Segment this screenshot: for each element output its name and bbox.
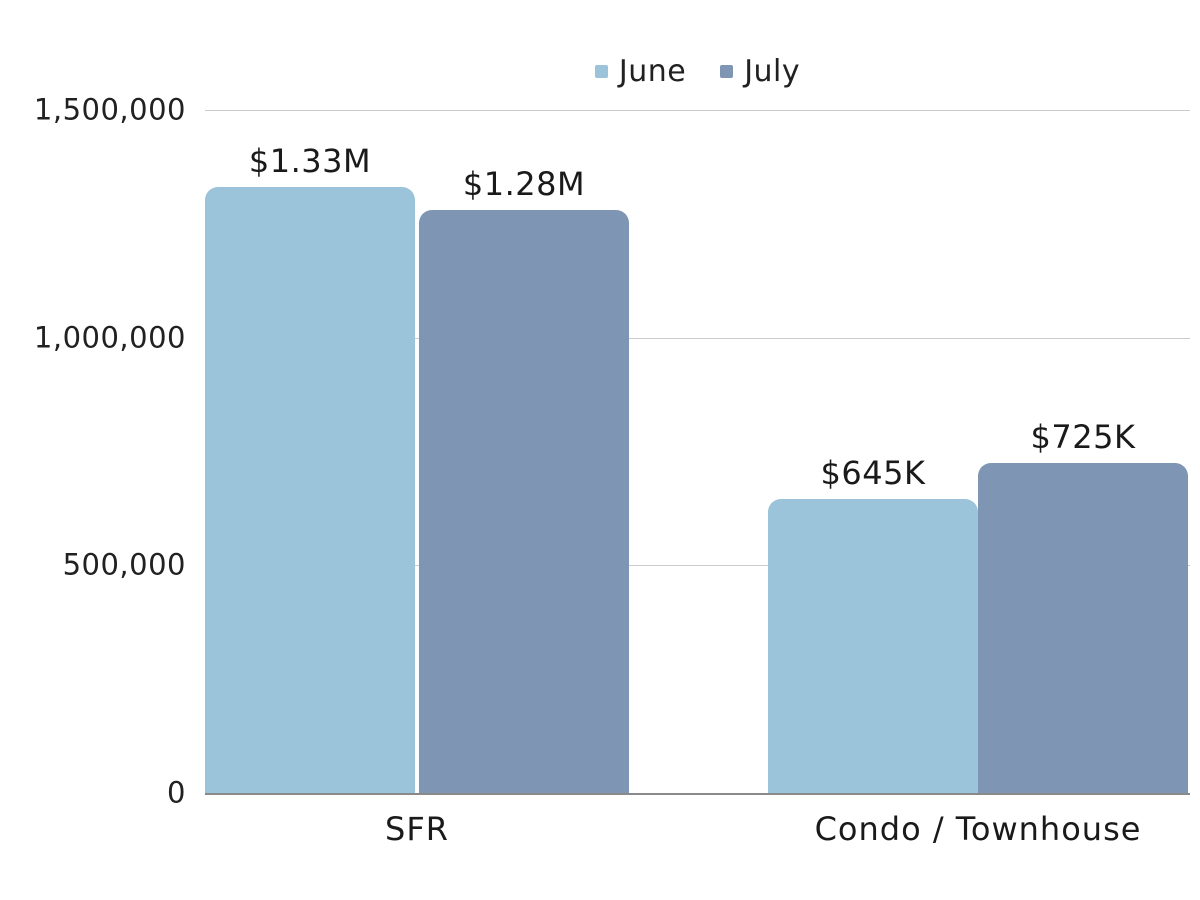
legend-swatch-july bbox=[720, 64, 734, 78]
legend-label-june: June bbox=[618, 53, 687, 89]
legend-item-july: July bbox=[720, 54, 800, 89]
data-label-june-condo-townhouse: $645K bbox=[820, 454, 926, 492]
x-tick-label-sfr: SFR bbox=[385, 810, 449, 848]
y-tick-label-1500000: 1,500,000 bbox=[33, 92, 186, 127]
bar-july-condo-townhouse bbox=[978, 463, 1188, 793]
bar-june-sfr bbox=[205, 187, 415, 793]
legend-swatch-june bbox=[594, 64, 608, 78]
x-tick-label-condo-townhouse: Condo / Townhouse bbox=[814, 810, 1142, 848]
legend-label-july: July bbox=[744, 53, 801, 89]
data-label-june-sfr: $1.33M bbox=[248, 142, 372, 180]
data-label-july-condo-townhouse: $725K bbox=[1030, 418, 1136, 456]
y-tick-label-0: 0 bbox=[167, 775, 186, 810]
gridline-500000 bbox=[205, 565, 1190, 566]
y-tick-label-1000000: 1,000,000 bbox=[33, 320, 186, 355]
bar-june-condo-townhouse bbox=[768, 499, 978, 793]
bar-july-sfr bbox=[419, 210, 629, 793]
gridline-1000000 bbox=[205, 338, 1190, 339]
chart-legend: June July bbox=[205, 50, 1190, 92]
x-axis-line bbox=[205, 793, 1190, 795]
y-tick-label-500000: 500,000 bbox=[62, 547, 186, 582]
data-label-july-sfr: $1.28M bbox=[462, 165, 586, 203]
gridline-1500000 bbox=[205, 110, 1190, 111]
legend-item-june: June bbox=[594, 53, 687, 89]
